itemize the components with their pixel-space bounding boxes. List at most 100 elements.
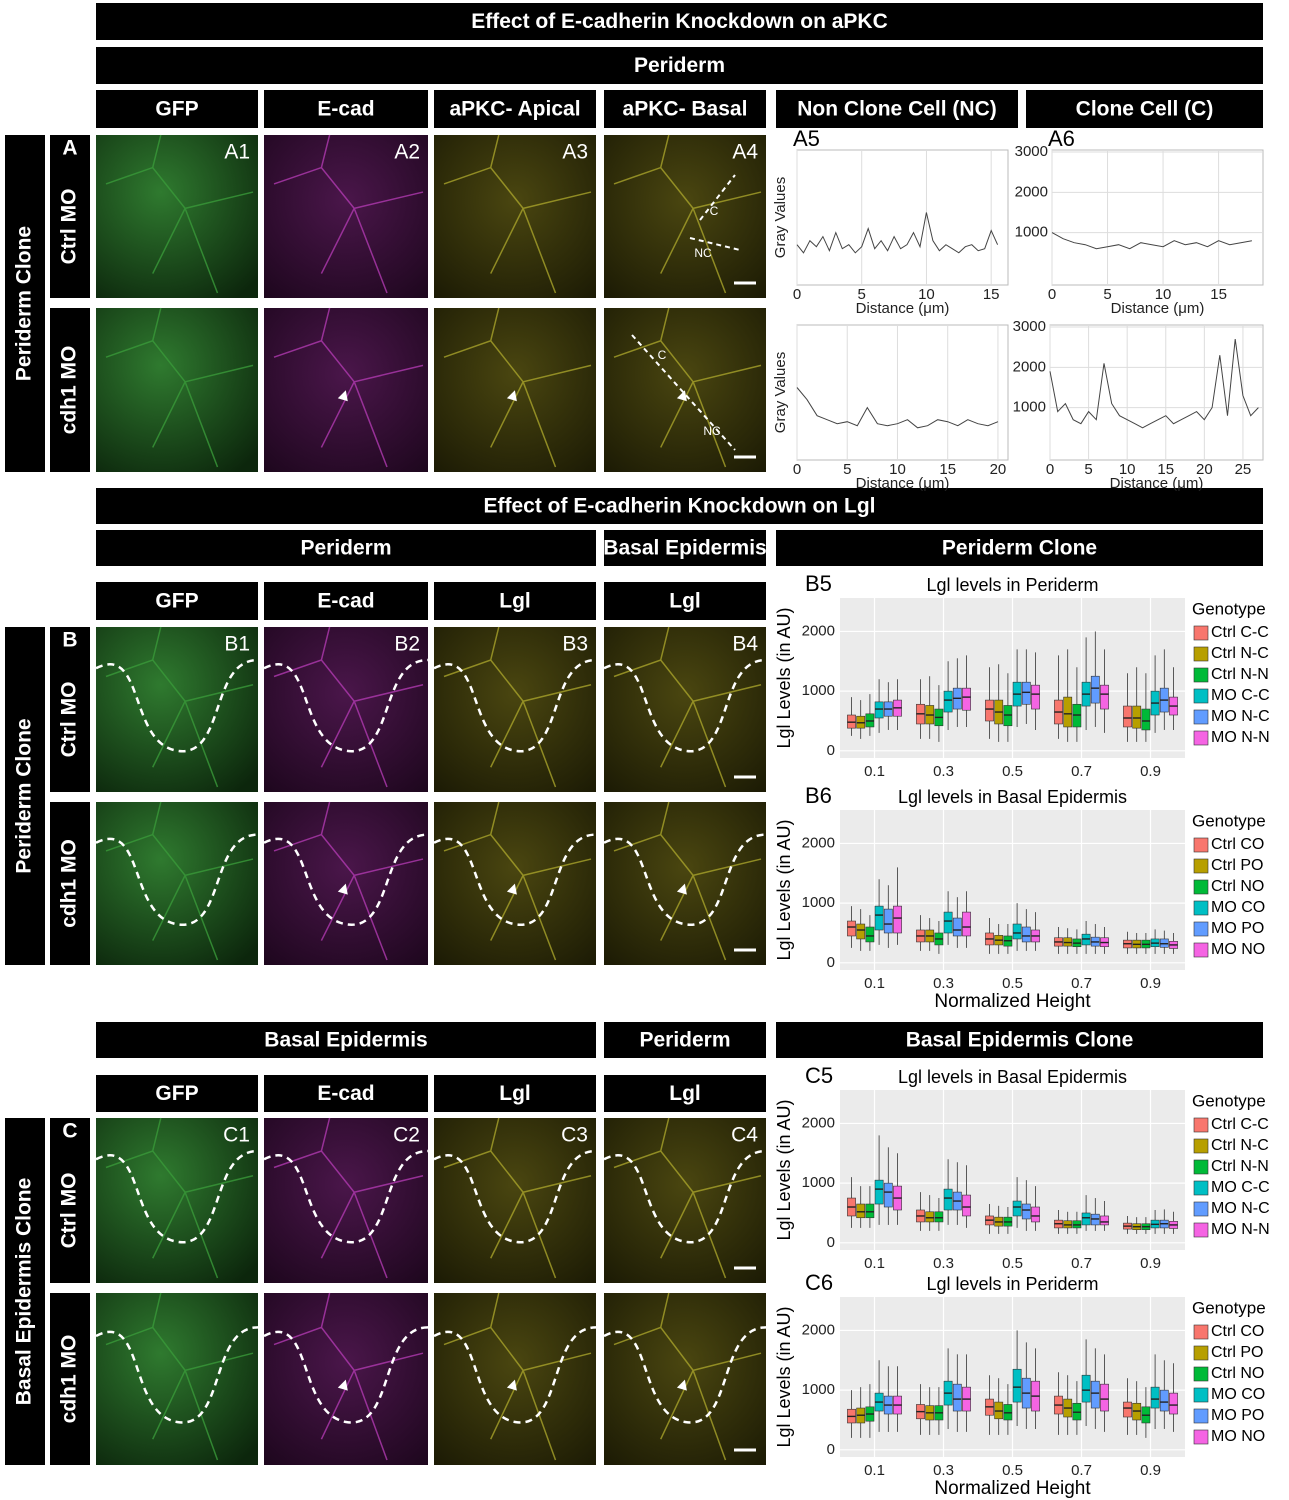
header-text: GFP [155, 1082, 198, 1105]
box [1021, 1203, 1031, 1220]
header-text: E-cad [317, 98, 374, 121]
cell-borders [273, 1117, 424, 1279]
legend-swatch [1193, 900, 1209, 916]
header-text: Periderm [634, 54, 725, 77]
y-tick-label: 1000 [802, 1381, 835, 1398]
side-text: Basal Epidermis Clone [13, 1178, 36, 1406]
x-axis-title: Distance (μm) [856, 475, 950, 492]
box [952, 917, 962, 937]
plot-area [1051, 149, 1264, 286]
panel-id: B1 [224, 633, 250, 656]
cell-borders [613, 1292, 762, 1461]
legend-swatch [1193, 1138, 1209, 1154]
x-tick-label: 0.9 [1140, 763, 1161, 780]
y-tick-label: 0 [827, 742, 835, 759]
box [874, 701, 884, 719]
arrowhead [506, 883, 517, 895]
clone-outline [95, 658, 259, 753]
x-tick-label: 0.9 [1140, 975, 1161, 992]
row-label: Ctrl MO [58, 189, 81, 265]
legend-label: MO N-C [1211, 1200, 1270, 1217]
header-text: Periderm Clone [942, 537, 1097, 560]
arrowhead [676, 390, 687, 402]
x-tick-label: 10 [1155, 286, 1172, 303]
box [1021, 681, 1031, 705]
box [883, 1182, 893, 1208]
micrograph [96, 308, 258, 472]
legend-label: Ctrl C-C [1211, 1116, 1269, 1133]
box [865, 926, 875, 943]
row-label-bar [50, 135, 90, 298]
box [1090, 675, 1100, 704]
y-axis-title: Lgl Levels (in AU) [774, 1099, 794, 1240]
side-text: Periderm Clone [13, 226, 36, 381]
cell-borders [613, 134, 762, 294]
y-tick-label: 0 [827, 954, 835, 971]
box [856, 923, 866, 940]
row-label-bar [50, 1118, 90, 1283]
legend-label: MO N-C [1211, 708, 1270, 725]
profile-line [699, 174, 736, 221]
cell-borders [613, 801, 762, 961]
x-tick-label: 15 [1157, 461, 1174, 478]
box [952, 1383, 962, 1412]
chart-title: Lgl levels in Periderm [926, 1274, 1098, 1294]
legend-swatch [1193, 1345, 1209, 1361]
x-axis-title: Distance (μm) [1111, 300, 1205, 317]
row-label: cdh1 MO [58, 839, 81, 928]
legend-title: Genotype [1192, 811, 1266, 830]
x-tick-label: 0.1 [864, 1462, 885, 1479]
x-tick-label: 0.1 [864, 763, 885, 780]
legend-label: MO C-C [1211, 1179, 1270, 1196]
box [1090, 1380, 1100, 1409]
x-tick-label: 15 [983, 286, 1000, 303]
legend-swatch [1193, 879, 1209, 895]
clone-outline [263, 833, 429, 926]
micrograph [434, 1293, 596, 1465]
legend-swatch [1193, 1117, 1209, 1133]
header-text: aPKC- Basal [623, 98, 748, 121]
cell-borders [105, 1117, 254, 1279]
box [1012, 1200, 1022, 1217]
panel-id: A1 [224, 141, 250, 164]
panel-id: A2 [394, 141, 420, 164]
legend-label: Ctrl CO [1211, 836, 1264, 853]
box [1031, 684, 1040, 710]
x-tick-label: 0.5 [1002, 975, 1023, 992]
y-tick-label: 1000 [802, 682, 835, 699]
panel-id: C3 [561, 1124, 588, 1147]
legend-swatch [1193, 1429, 1209, 1445]
side-bar [5, 1118, 45, 1465]
legend-swatch [1193, 646, 1209, 662]
micrograph [96, 1293, 258, 1465]
box [925, 1211, 935, 1223]
x-tick-label: 10 [889, 461, 906, 478]
x-tick-label: 0.5 [1002, 763, 1023, 780]
plot-area [796, 324, 1009, 461]
header-bar [264, 1075, 428, 1112]
panel-id: C2 [393, 1124, 420, 1147]
legend-title: Genotype [1192, 1298, 1266, 1317]
profile-trace [796, 212, 999, 254]
row-label: Ctrl MO [58, 682, 81, 758]
legend-label: Ctrl N-N [1211, 1158, 1269, 1175]
panel-letter: C [62, 1120, 77, 1143]
clone-outline [603, 1149, 767, 1244]
panel-id: B2 [394, 633, 420, 656]
x-tick-label: 0.5 [1002, 1255, 1023, 1272]
cell-borders [105, 801, 254, 961]
x-tick-label: 5 [1084, 461, 1092, 478]
cell-borders [105, 134, 254, 294]
box [1141, 708, 1151, 731]
box [1100, 1215, 1109, 1226]
header-bar [264, 582, 428, 620]
profile-trace [796, 387, 999, 429]
legend-label: Ctrl N-C [1211, 1137, 1269, 1154]
plot-area [1049, 324, 1264, 461]
legend-label: Ctrl PO [1211, 857, 1263, 874]
box [893, 905, 902, 934]
y-tick-label: 0 [827, 1234, 835, 1251]
side-bar [5, 135, 45, 472]
cell-borders [273, 801, 424, 961]
